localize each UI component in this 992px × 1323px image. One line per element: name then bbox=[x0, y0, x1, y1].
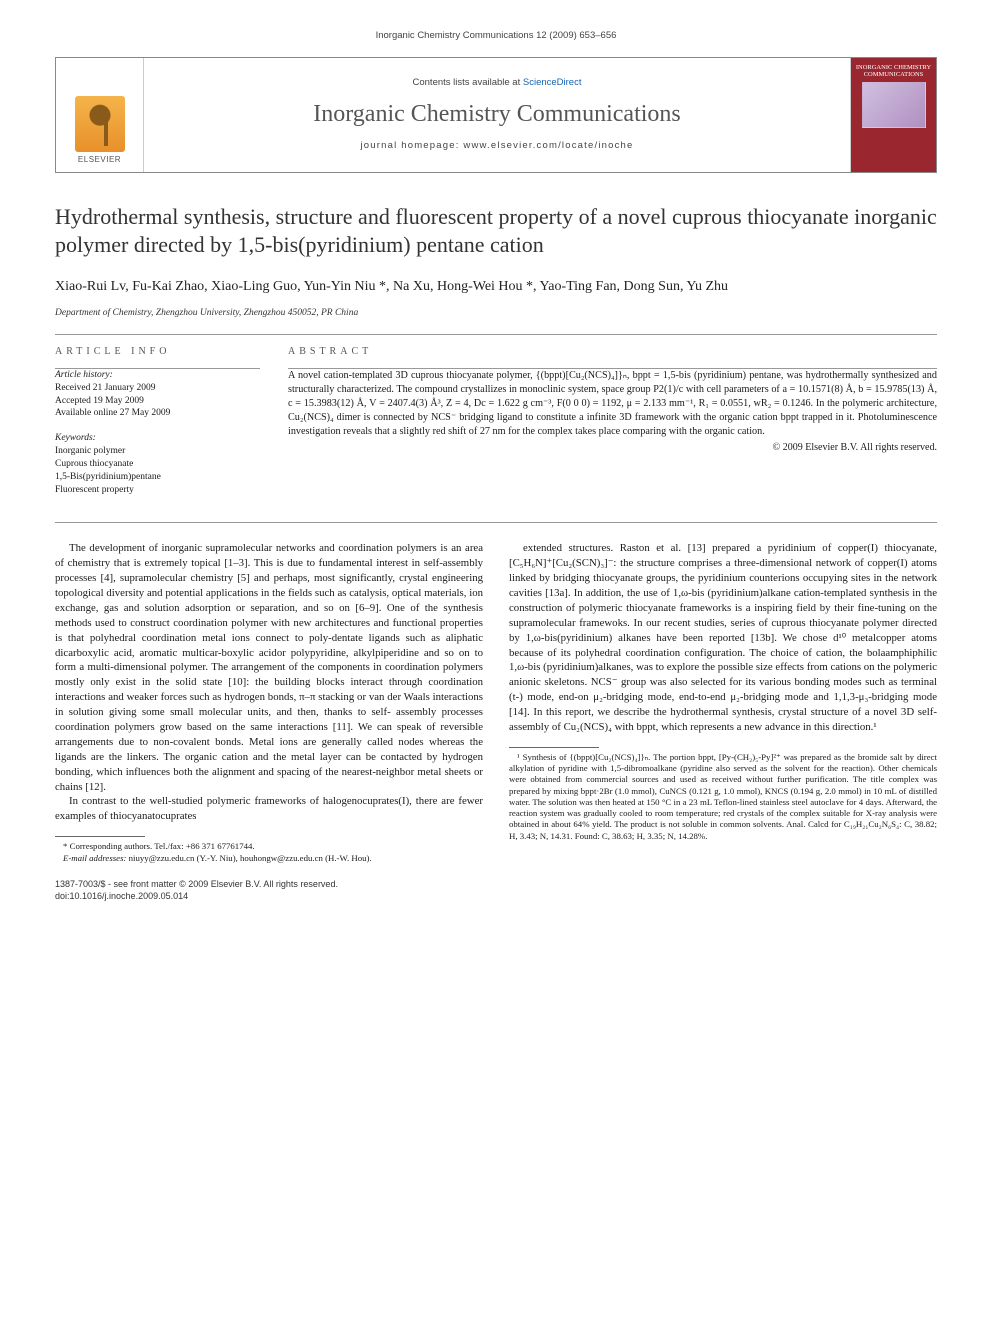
body-paragraph: extended structures. Raston et al. [13] … bbox=[509, 541, 937, 735]
divider-top bbox=[55, 334, 937, 335]
journal-cover-thumb: INORGANIC CHEMISTRY COMMUNICATIONS bbox=[850, 58, 936, 172]
banner-center: Contents lists available at ScienceDirec… bbox=[144, 58, 850, 172]
article-info-col: ARTICLE INFO Article history: Received 2… bbox=[55, 345, 260, 509]
divider-bottom bbox=[55, 522, 937, 523]
abstract-col: ABSTRACT A novel cation-templated 3D cup… bbox=[288, 345, 937, 509]
journal-banner: ELSEVIER Contents lists available at Sci… bbox=[55, 57, 937, 173]
cover-text: INORGANIC CHEMISTRY COMMUNICATIONS bbox=[855, 64, 932, 78]
info-abstract-row: ARTICLE INFO Article history: Received 2… bbox=[55, 345, 937, 509]
journal-name: Inorganic Chemistry Communications bbox=[313, 98, 681, 130]
history-label: Article history: bbox=[55, 369, 260, 382]
affiliation: Department of Chemistry, Zhengzhou Unive… bbox=[55, 307, 937, 320]
body-columns: The development of inorganic supramolecu… bbox=[55, 541, 937, 863]
paper-title: Hydrothermal synthesis, structure and fl… bbox=[55, 203, 937, 259]
corresponding-footnote-block: * Corresponding authors. Tel./fax: +86 3… bbox=[55, 836, 483, 864]
received-date: Received 21 January 2009 bbox=[55, 382, 260, 395]
abstract-heading: ABSTRACT bbox=[288, 345, 937, 359]
email-label: E-mail addresses: bbox=[63, 853, 126, 863]
publisher-logo-block: ELSEVIER bbox=[56, 58, 144, 172]
footer-left: 1387-7003/$ - see front matter © 2009 El… bbox=[55, 878, 338, 902]
article-info-heading: ARTICLE INFO bbox=[55, 345, 260, 359]
email-line: E-mail addresses: niuyy@zzu.edu.cn (Y.-Y… bbox=[55, 853, 483, 864]
elsevier-tree-icon bbox=[75, 96, 125, 152]
body-paragraph: In contrast to the well-studied polymeri… bbox=[55, 794, 483, 824]
contents-prefix: Contents lists available at bbox=[413, 77, 523, 88]
authors-line: Xiao-Rui Lv, Fu-Kai Zhao, Xiao-Ling Guo,… bbox=[55, 277, 937, 297]
keywords-label: Keywords: bbox=[55, 432, 260, 445]
keyword: Inorganic polymer bbox=[55, 445, 260, 458]
abstract-copyright: © 2009 Elsevier B.V. All rights reserved… bbox=[288, 441, 937, 455]
cover-image-icon bbox=[862, 82, 926, 128]
keyword: Cuprous thiocyanate bbox=[55, 458, 260, 471]
footnote-rule bbox=[55, 836, 145, 837]
page-footer: 1387-7003/$ - see front matter © 2009 El… bbox=[55, 878, 937, 902]
online-date: Available online 27 May 2009 bbox=[55, 407, 260, 420]
footnote-1: ¹ Synthesis of {(bppt)[Cu₂(NCS)₄]}ₙ. The… bbox=[509, 752, 937, 842]
synthesis-footnote-block: ¹ Synthesis of {(bppt)[Cu₂(NCS)₄]}ₙ. The… bbox=[509, 747, 937, 842]
journal-homepage[interactable]: journal homepage: www.elsevier.com/locat… bbox=[360, 140, 633, 153]
body-paragraph: The development of inorganic supramolecu… bbox=[55, 541, 483, 794]
publisher-name: ELSEVIER bbox=[78, 155, 121, 166]
accepted-date: Accepted 19 May 2009 bbox=[55, 395, 260, 408]
keyword: Fluorescent property bbox=[55, 484, 260, 497]
keywords-block: Keywords: Inorganic polymer Cuprous thio… bbox=[55, 432, 260, 496]
front-matter-line: 1387-7003/$ - see front matter © 2009 El… bbox=[55, 878, 338, 890]
corresponding-author-line: * Corresponding authors. Tel./fax: +86 3… bbox=[55, 841, 483, 852]
footnote-rule bbox=[509, 747, 599, 748]
doi-line: doi:10.1016/j.inoche.2009.05.014 bbox=[55, 890, 338, 902]
article-history: Article history: Received 21 January 200… bbox=[55, 369, 260, 420]
running-header: Inorganic Chemistry Communications 12 (2… bbox=[55, 30, 937, 43]
contents-available-line: Contents lists available at ScienceDirec… bbox=[413, 77, 582, 90]
sciencedirect-link[interactable]: ScienceDirect bbox=[523, 77, 582, 88]
abstract-text: A novel cation-templated 3D cuprous thio… bbox=[288, 369, 937, 439]
email-addresses[interactable]: niuyy@zzu.edu.cn (Y.-Y. Niu), houhongw@z… bbox=[126, 853, 371, 863]
keyword: 1,5-Bis(pyridinium)pentane bbox=[55, 471, 260, 484]
